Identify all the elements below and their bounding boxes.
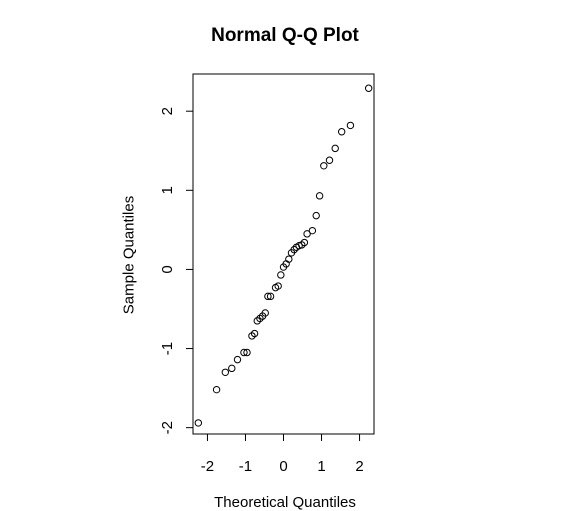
- data-point: [243, 348, 251, 357]
- y-tick-label: 2: [159, 107, 176, 115]
- x-tick-label: 1: [317, 458, 325, 475]
- data-point: [300, 238, 309, 247]
- data-point: [285, 255, 293, 263]
- y-tick-label: 0: [159, 265, 176, 273]
- chart-title: Normal Q-Q Plot: [211, 25, 359, 46]
- data-point: [312, 211, 320, 220]
- x-axis-label: Theoretical Quantiles: [214, 494, 356, 511]
- data-point: [240, 348, 248, 357]
- data-point: [303, 230, 311, 238]
- data-point: [212, 385, 221, 394]
- data-point: [346, 121, 355, 130]
- data-point: [308, 226, 317, 235]
- data-point: [264, 292, 272, 301]
- x-tick-label: 2: [355, 458, 363, 475]
- data-point: [250, 329, 259, 338]
- y-axis: -2 -1 0 1 2: [159, 107, 194, 434]
- x-tick-label: 0: [279, 458, 287, 475]
- data-point: [228, 364, 236, 373]
- y-tick-label: -1: [159, 342, 176, 355]
- y-tick-label: -2: [159, 421, 176, 434]
- data-point: [337, 128, 346, 136]
- data-point: [277, 271, 285, 279]
- data-point: [194, 419, 203, 427]
- data-point: [233, 355, 242, 364]
- y-tick-label: 1: [159, 186, 176, 194]
- data-point: [320, 162, 328, 170]
- data-point: [331, 144, 339, 153]
- data-point: [315, 192, 324, 200]
- data-point: [266, 292, 275, 301]
- x-tick-label: -2: [201, 458, 214, 475]
- data-point: [274, 282, 282, 290]
- data-point: [325, 156, 334, 164]
- data-point: [364, 84, 373, 92]
- x-tick-label: -1: [239, 458, 252, 475]
- plot-frame: [192, 73, 375, 435]
- data-point: [261, 309, 269, 317]
- data-point: [290, 245, 298, 254]
- x-axis: -2 -1 0 1 2: [201, 433, 364, 475]
- data-points: [194, 84, 373, 427]
- data-point: [221, 368, 230, 376]
